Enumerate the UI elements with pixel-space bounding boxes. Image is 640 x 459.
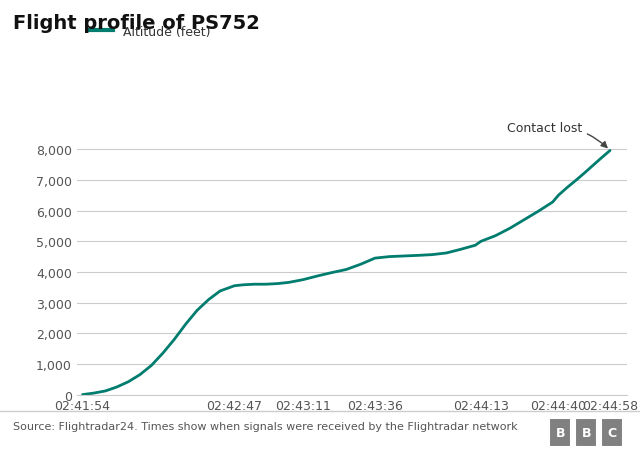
Text: Source: Flightradar24. Times show when signals were received by the Flightradar : Source: Flightradar24. Times show when s… [13, 421, 517, 431]
Text: B: B [581, 426, 591, 439]
Text: Contact lost: Contact lost [507, 122, 607, 148]
Legend: Altitude (feet): Altitude (feet) [83, 21, 216, 44]
Text: Flight profile of PS752: Flight profile of PS752 [13, 14, 260, 33]
Bar [575, 418, 597, 447]
Bar [602, 418, 623, 447]
Bar [549, 418, 571, 447]
Text: B: B [556, 426, 565, 439]
Text: C: C [607, 426, 617, 439]
